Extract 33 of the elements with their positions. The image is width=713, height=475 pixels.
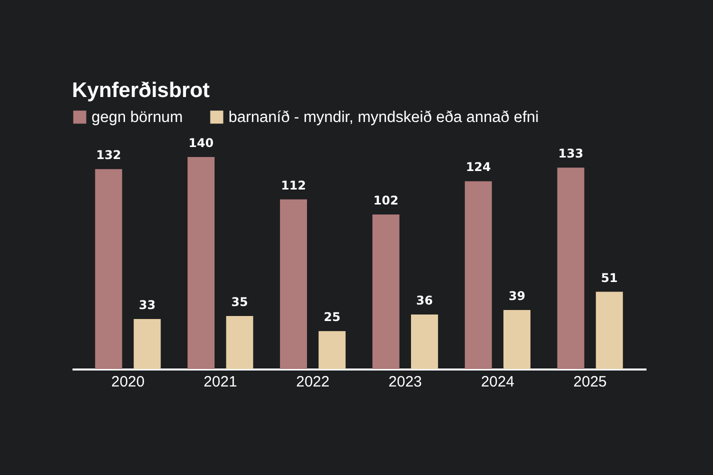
legend-label: barnaníð - myndir, myndskeið eða annað efni: [228, 109, 539, 126]
data-label: 36: [416, 293, 433, 308]
bar: [280, 199, 307, 369]
bar: [188, 157, 215, 369]
bar: [372, 214, 400, 369]
data-label: 112: [280, 178, 306, 192]
data-label: 51: [601, 270, 618, 285]
x-tick-label: 2022: [296, 374, 330, 390]
bar: [464, 181, 492, 369]
data-label: 102: [373, 194, 398, 208]
bar: [596, 292, 623, 369]
data-label: 39: [508, 288, 526, 303]
x-tick-label: 2020: [111, 374, 145, 390]
bar: [557, 168, 584, 369]
data-label: 35: [231, 295, 248, 309]
legend-label: gegn börnum: [92, 109, 183, 126]
data-label: 132: [96, 148, 122, 162]
data-label: 140: [188, 136, 214, 150]
data-label: 25: [324, 310, 340, 324]
x-tick-label: 2024: [480, 374, 514, 390]
x-tick-label: 2025: [573, 374, 607, 390]
bar: [226, 316, 254, 369]
bar: [411, 314, 438, 369]
bar: [134, 319, 161, 369]
x-tick-label: 2021: [204, 374, 238, 390]
data-label: 33: [138, 298, 156, 312]
x-tick-label: 2023: [388, 374, 422, 390]
bar: [503, 310, 530, 369]
data-label: 124: [466, 160, 491, 174]
chart-title: Kynferðisbrot: [72, 79, 210, 102]
bar: [318, 331, 346, 369]
data-label: 133: [558, 146, 584, 161]
bar: [95, 169, 122, 369]
